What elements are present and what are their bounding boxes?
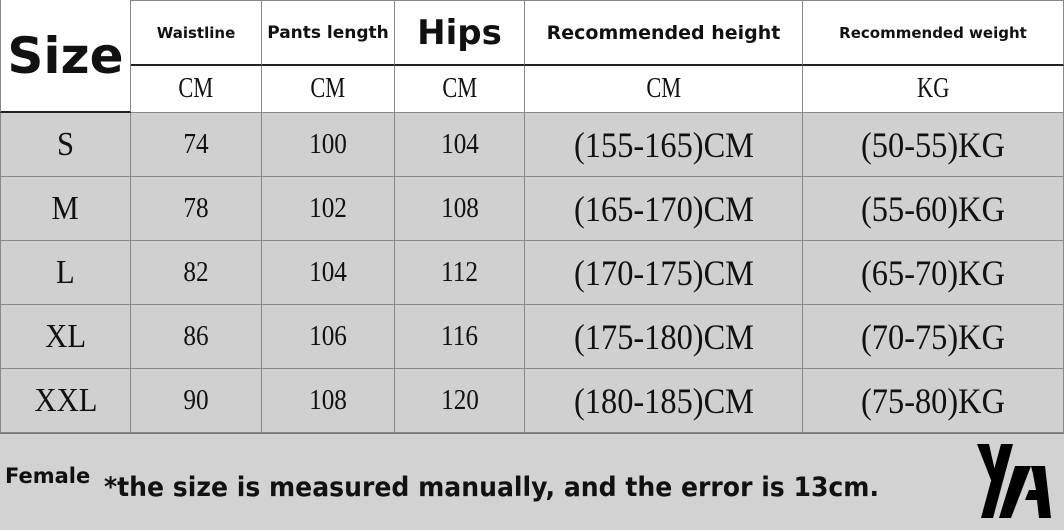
cell-value: 108 [309,384,347,416]
cell-value: 86 [183,320,209,352]
cell-size: XL [0,305,131,369]
cell-value: (175-180)CM [573,316,754,357]
cell-value: 82 [183,256,209,288]
cell-value: 106 [309,320,347,352]
cell-value: (165-170)CM [573,188,754,229]
cell-value: 78 [183,192,209,224]
header-hips: Hips [395,0,525,66]
cell-waistline: 78 [131,177,262,241]
header-recommended-height: Recommended height [525,0,803,66]
cell-height: (180-185)CM [525,369,803,433]
cell-value: 108 [440,192,479,224]
cell-size: XXL [0,369,131,433]
cell-pants-length: 100 [262,113,395,177]
cell-value: (155-165)CM [573,124,754,165]
cell-pants-length: 108 [262,369,395,433]
cell-weight: (55-60)KG [803,177,1064,241]
gender-label: Female [5,464,91,488]
unit-height: CM [525,66,803,113]
cell-hips: 104 [395,113,525,177]
cell-value: (180-185)CM [573,380,754,421]
cell-weight: (75-80)KG [803,369,1064,433]
brand-logo [977,444,1051,518]
cell-weight: (70-75)KG [803,305,1064,369]
unit-label: CM [442,73,477,104]
cell-value: (170-175)CM [573,252,754,293]
footer-note-bar: Female *the size is measured manually, a… [0,433,1064,530]
header-recommended-weight: Recommended weight [803,0,1064,66]
unit-waistline: CM [131,66,262,113]
cell-waistline: 82 [131,241,262,305]
cell-height: (170-175)CM [525,241,803,305]
cell-value: (50-55)KG [861,124,1005,165]
cell-waistline: 90 [131,369,262,433]
cell-value: XL [45,317,86,355]
header-waistline: Waistline [131,0,262,66]
cell-value: 102 [309,192,347,224]
cell-value: 74 [183,128,209,160]
unit-label: CM [310,73,346,104]
cell-value: (55-60)KG [861,188,1005,229]
unit-label: KG [916,73,950,104]
cell-size: L [0,241,131,305]
cell-pants-length: 106 [262,305,395,369]
cell-value: XXL [34,381,97,419]
cell-value: (70-75)KG [861,316,1005,357]
unit-label: CM [178,73,214,104]
cell-value: (65-70)KG [861,252,1005,293]
cell-value: L [56,253,75,291]
cell-value: 116 [441,320,478,352]
cell-height: (175-180)CM [525,305,803,369]
unit-label: CM [646,73,681,104]
measurement-note: *the size is measured manually, and the … [104,472,880,503]
cell-weight: (50-55)KG [803,113,1064,177]
size-header: Size [0,0,131,113]
cell-value: 104 [440,128,479,160]
unit-pants-length: CM [262,66,395,113]
cell-value: 100 [309,128,347,160]
cell-height: (155-165)CM [525,113,803,177]
cell-pants-length: 102 [262,177,395,241]
cell-value: 104 [309,256,347,288]
cell-hips: 112 [395,241,525,305]
cell-value: 112 [441,256,478,288]
cell-value: (75-80)KG [861,380,1005,421]
header-pants-length: Pants length [262,0,395,66]
cell-size: M [0,177,131,241]
cell-waistline: 74 [131,113,262,177]
cell-height: (165-170)CM [525,177,803,241]
cell-size: S [0,113,131,177]
cell-value: 120 [440,384,479,416]
cell-hips: 120 [395,369,525,433]
cell-value: M [51,189,80,227]
cell-value: S [56,125,75,163]
cell-hips: 108 [395,177,525,241]
cell-weight: (65-70)KG [803,241,1064,305]
size-chart-table: Size Waistline Pants length Hips Recomme… [0,0,1064,433]
unit-weight: KG [803,66,1064,113]
cell-waistline: 86 [131,305,262,369]
cell-value: 90 [183,384,209,416]
unit-hips: CM [395,66,525,113]
cell-hips: 116 [395,305,525,369]
cell-pants-length: 104 [262,241,395,305]
